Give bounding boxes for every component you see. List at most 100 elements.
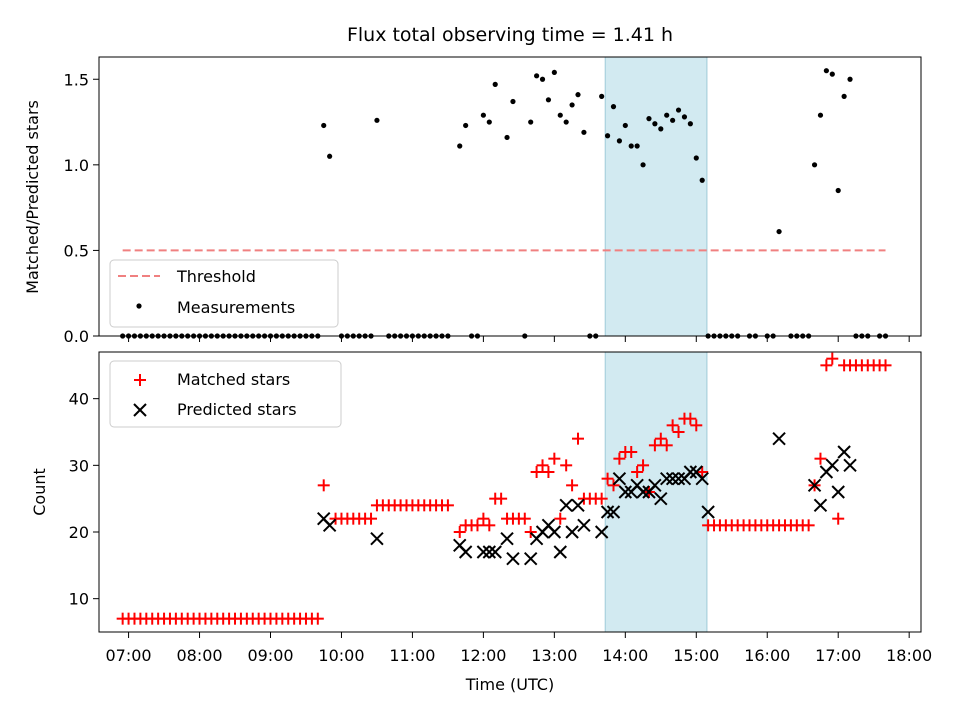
measurement-point [604,133,611,139]
predicted-star-point [772,431,786,446]
measurement-point [510,98,516,105]
matched-star-point [696,466,709,478]
matched-star-point [548,452,561,465]
matched-star-point [625,446,638,458]
measurement-point [811,162,818,168]
x-tick-label: 15:00 [673,646,719,665]
measurement-point [835,187,841,194]
matched-star-point [554,512,567,525]
predicted-star-point [683,465,698,479]
matched-star-point [613,452,626,465]
matched-star-point [317,479,330,492]
matched-star-point [631,466,644,478]
bottom-legend-box [109,360,342,428]
matched-star-point [826,352,839,365]
measurement-point [670,117,676,123]
predicted-star-point [665,471,680,486]
predicted-star-point [654,491,668,506]
measurement-point [640,162,646,168]
matched-star-point [879,359,892,372]
matched-star-point [566,479,579,492]
predicted-star-point [701,505,715,519]
matched-star-point [483,519,496,532]
matched-star-point [690,419,703,432]
top-legend: Threshold Measurements [109,259,339,328]
predicted-star-point [825,458,840,473]
predicted-star-point [500,531,514,546]
measurement-point [817,112,824,118]
x-tick-label: 16:00 [744,646,790,665]
legend-predicted-label: Predicted stars [177,400,297,419]
measurement-point [628,143,634,149]
top-y-tick-label: 1.5 [64,70,89,89]
matched-star-point [441,499,454,512]
bottom-y-axis-label: Count [30,468,49,516]
measurement-point [569,102,575,108]
measurement-point [616,138,623,144]
x-tick-label: 08:00 [176,646,222,665]
predicted-star-point [565,525,579,539]
matched-star-point [832,512,845,525]
bottom-panel: 10 20 30 40 07:00 08:00 09:00 10:00 11:00 12:00 13… [30,351,932,694]
matched-star-point [672,426,685,438]
measurement-point [634,143,640,149]
measurement-point [841,93,847,99]
bottom-y-tick-label: 20 [69,523,89,542]
matched-star-point [648,439,661,452]
matched-star-point [814,452,827,465]
measurement-point [658,126,664,132]
matched-star-point [654,432,667,445]
matched-star-point [660,439,673,452]
bottom-y-tick-label: 30 [69,456,89,475]
top-y-axis-label: Matched/Predicted stars [23,100,42,294]
measurement-point [622,122,628,129]
legend-measurements-swatch [136,303,142,309]
top-y-tick-label: 0.5 [64,241,89,260]
matched-star-point [477,512,490,525]
legend-threshold-label: Threshold [176,267,256,286]
bottom-y-tick-label: 40 [69,390,89,409]
x-tick-label: 07:00 [106,646,152,665]
measurement-point [321,122,327,129]
measurement-point [539,76,546,82]
matched-star-point [601,472,614,485]
measurement-point [699,177,705,183]
predicted-star-point [547,525,562,539]
predicted-star-point [660,471,674,486]
matched-star-point [666,419,679,432]
measurement-point [528,119,534,125]
predicted-star-point [594,525,609,539]
predicted-star-point [458,545,473,559]
matched-star-point [542,466,555,478]
matched-star-point [607,479,620,492]
x-tick-label: 18:00 [886,646,932,665]
measurement-point [581,129,587,135]
x-tick-label: 09:00 [247,646,293,665]
observing-span [604,56,708,337]
measurement-point [610,104,617,110]
predicted-star-point [571,498,585,513]
measurement-point [646,116,652,122]
legend-matched-label: Matched stars [177,370,290,389]
predicted-star-point [476,545,491,559]
predicted-star-point [807,478,822,493]
chart-title: Flux total observing time = 1.41 h [347,24,673,46]
predicted-star-point [553,545,567,559]
matched-star-point [365,512,378,525]
matched-star-point [595,492,608,505]
x-tick-label: 13:00 [531,646,577,665]
predicted-star-point [837,445,851,459]
matched-star-point [560,459,573,472]
predicted-star-point [636,485,650,499]
bottom-axes-frame [98,351,922,633]
x-tick-label: 10:00 [318,646,364,665]
x-tick-label: 12:00 [460,646,506,665]
measurement-point [847,76,853,82]
matched-star-point [453,526,466,538]
bottom-legend: Matched stars Predicted stars [109,360,342,428]
measurement-point [534,73,540,79]
predicted-star-point [506,551,520,566]
measurement-point [557,112,563,118]
